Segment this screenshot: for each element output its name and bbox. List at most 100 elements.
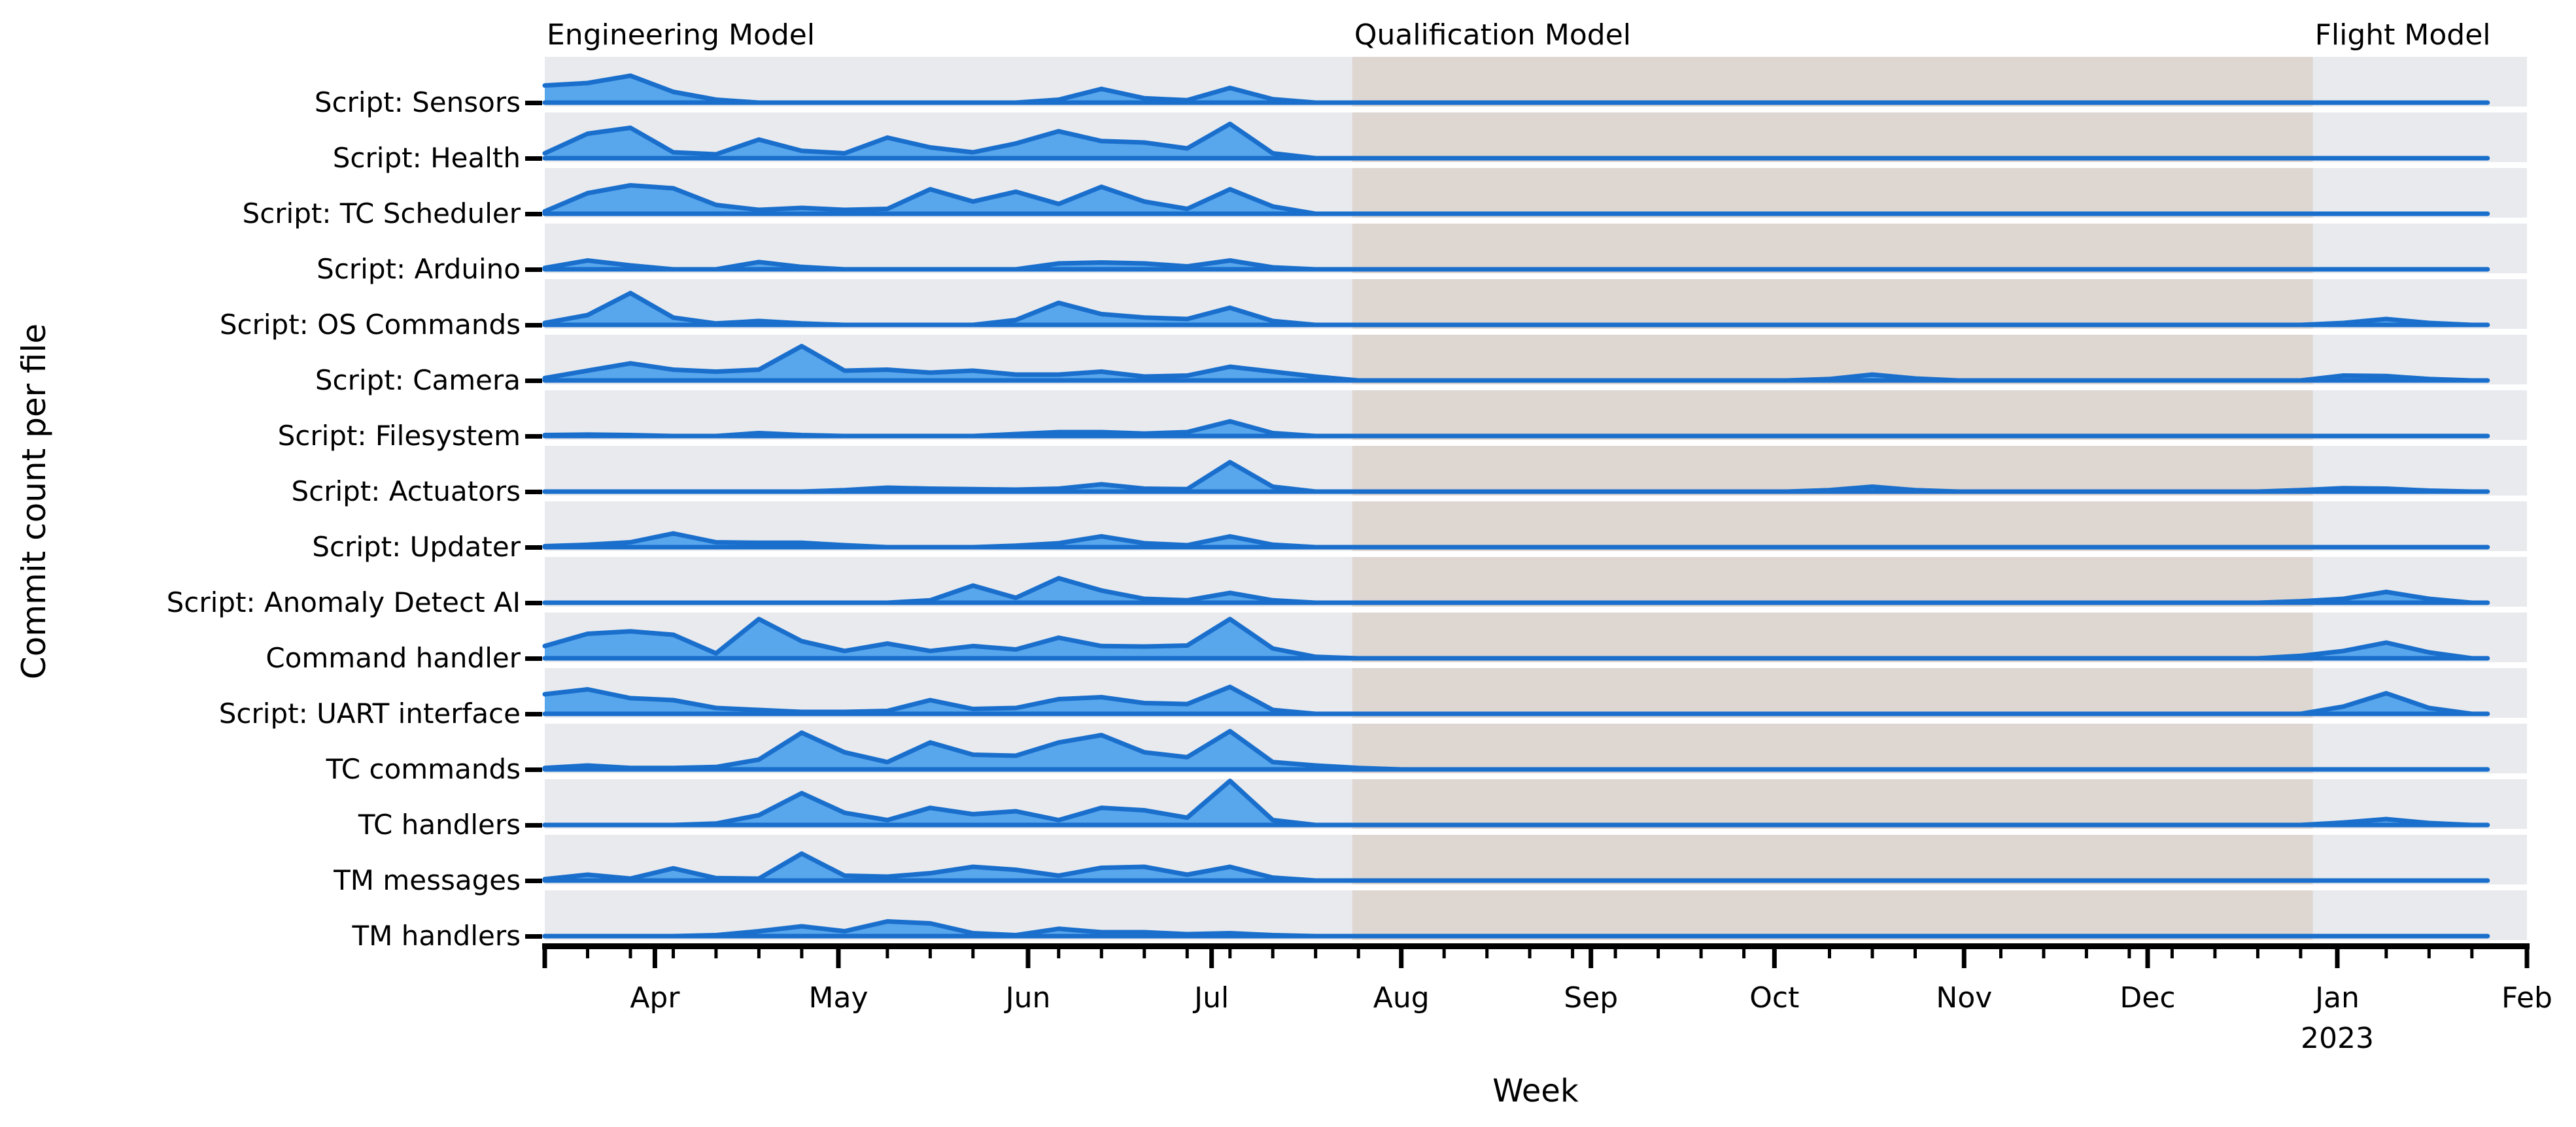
commit-line bbox=[542, 460, 2475, 494]
x-axis-line bbox=[542, 943, 2530, 949]
x-tick-major bbox=[2524, 946, 2530, 968]
x-tick-minor bbox=[800, 946, 804, 958]
x-tick-major bbox=[1961, 946, 1966, 968]
x-tick-label: Jan bbox=[2315, 981, 2360, 1015]
x-tick-minor bbox=[1142, 946, 1146, 958]
qualification-shading bbox=[1352, 335, 2313, 384]
qualification-shading bbox=[1352, 57, 2313, 107]
x-tick-label: Nov bbox=[1936, 981, 1993, 1015]
x-tick-label: Oct bbox=[1749, 981, 1800, 1015]
x-tick-minor bbox=[2170, 946, 2174, 958]
x-tick-minor bbox=[1057, 946, 1061, 958]
commit-line bbox=[542, 73, 2475, 105]
x-tick-minor bbox=[1914, 946, 1917, 958]
x-axis-title: Week bbox=[1492, 1073, 1579, 1109]
x-tick-major bbox=[836, 946, 841, 968]
row-label: Script: Anomaly Detect AI bbox=[166, 586, 521, 618]
commit-area bbox=[545, 731, 2472, 769]
x-tick-minor bbox=[1870, 946, 1874, 958]
y-tick bbox=[525, 323, 542, 328]
x-tick-minor bbox=[1099, 946, 1103, 958]
y-tick bbox=[525, 712, 542, 716]
x-tick-minor bbox=[2127, 946, 2131, 958]
x-tick-minor bbox=[971, 946, 975, 958]
x-tick-minor bbox=[1999, 946, 2002, 958]
x-tick-major bbox=[2145, 946, 2150, 968]
qualification-shading bbox=[1352, 390, 2313, 440]
x-tick-label: Apr bbox=[630, 981, 680, 1015]
y-tick bbox=[525, 656, 542, 661]
phase-label: Flight Model bbox=[2314, 18, 2491, 52]
x-tick-minor bbox=[672, 946, 675, 958]
y-tick bbox=[525, 823, 542, 828]
x-tick-minor bbox=[1828, 946, 1831, 958]
qualification-shading bbox=[1352, 279, 2313, 329]
row-label: TM handlers bbox=[352, 920, 521, 952]
commit-line bbox=[542, 616, 2475, 661]
commit-line bbox=[542, 729, 2475, 772]
x-tick-major bbox=[1772, 946, 1777, 968]
y-tick bbox=[525, 156, 542, 161]
x-tick-minor bbox=[1485, 946, 1489, 958]
x-tick-major bbox=[1209, 946, 1214, 968]
y-tick bbox=[525, 101, 542, 105]
x-tick-label: Dec bbox=[2120, 981, 2176, 1015]
y-tick bbox=[525, 490, 542, 494]
commit-line bbox=[542, 122, 2475, 161]
commit-line bbox=[542, 419, 2475, 439]
x-tick-minor bbox=[1356, 946, 1360, 958]
y-tick bbox=[525, 879, 542, 883]
y-tick bbox=[525, 212, 542, 216]
x-tick-minor bbox=[1442, 946, 1446, 958]
x-tick-minor bbox=[2084, 946, 2088, 958]
x-tick-minor bbox=[2427, 946, 2431, 958]
x-tick-minor bbox=[2213, 946, 2217, 958]
x-tick-minor bbox=[2384, 946, 2388, 958]
x-tick-major bbox=[542, 946, 547, 968]
x-tick-minor bbox=[714, 946, 718, 958]
row-label: Script: Updater bbox=[312, 531, 521, 563]
x-tick-minor bbox=[1613, 946, 1617, 958]
row-label: Script: OS Commands bbox=[219, 309, 521, 341]
x-tick-major bbox=[652, 946, 657, 968]
x-tick-major bbox=[1399, 946, 1404, 968]
x-tick-minor bbox=[1271, 946, 1275, 958]
row-label: Script: Sensors bbox=[314, 86, 521, 118]
x-tick-major bbox=[1025, 946, 1031, 968]
row-label: TM messages bbox=[334, 864, 521, 896]
x-tick-label: May bbox=[808, 981, 868, 1015]
qualification-shading bbox=[1352, 557, 2313, 607]
y-tick bbox=[525, 767, 542, 772]
qualification-shading bbox=[1352, 446, 2313, 496]
commit-line bbox=[542, 183, 2475, 216]
ridgeline-svg bbox=[542, 57, 2530, 968]
row-label: TC commands bbox=[326, 753, 521, 785]
y-tick bbox=[525, 934, 542, 939]
row-label: TC handlers bbox=[358, 809, 521, 841]
x-tick-minor bbox=[757, 946, 761, 958]
x-tick-label: Jul bbox=[1194, 981, 1229, 1015]
qualification-shading bbox=[1352, 613, 2313, 662]
commit-line bbox=[542, 344, 2475, 383]
commit-area bbox=[545, 853, 2472, 881]
x-tick-minor bbox=[1314, 946, 1318, 958]
y-tick bbox=[525, 378, 542, 383]
row-label: Script: Filesystem bbox=[277, 420, 521, 452]
commit-line bbox=[542, 258, 2475, 272]
qualification-shading bbox=[1352, 835, 2313, 884]
phase-label: Qualification Model bbox=[1354, 18, 1632, 52]
x-tick-minor bbox=[1657, 946, 1660, 958]
x-tick-minor bbox=[1228, 946, 1232, 958]
x-tick-minor bbox=[1528, 946, 1532, 958]
commit-line bbox=[542, 779, 2475, 828]
x-tick-label: Feb bbox=[2501, 981, 2552, 1015]
qualification-shading bbox=[1352, 168, 2313, 218]
row-label: Script: TC Scheduler bbox=[242, 197, 521, 229]
x-tick-minor bbox=[586, 946, 589, 958]
y-tick bbox=[525, 267, 542, 272]
phase-label: Engineering Model bbox=[547, 18, 816, 52]
x-tick-label: Aug bbox=[1373, 981, 1430, 1015]
x-tick-label: Sep bbox=[1564, 981, 1619, 1015]
row-label: Script: Arduino bbox=[317, 253, 521, 285]
